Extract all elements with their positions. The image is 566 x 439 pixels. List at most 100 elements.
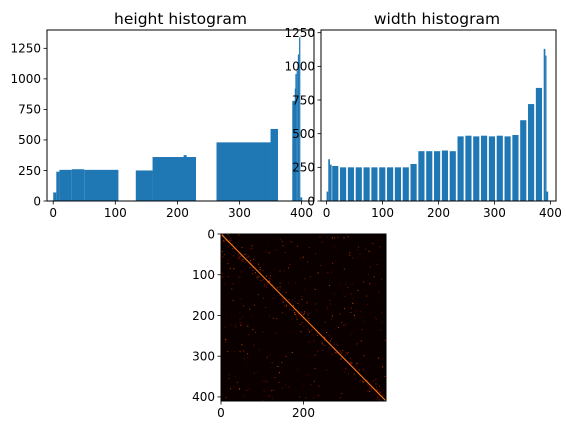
heatmap-cell	[298, 306, 300, 308]
y-tick-label: 100	[192, 268, 215, 282]
heatmap-cell	[317, 395, 319, 397]
heatmap-cell	[286, 304, 287, 306]
heatmap-cell	[245, 261, 247, 263]
heatmap-cell	[268, 252, 270, 254]
heatmap-cell	[372, 380, 374, 382]
heatmap-cell	[367, 380, 369, 382]
heatmap-cell	[311, 330, 313, 332]
heatmap-cell	[285, 305, 287, 307]
heatmap-cell	[267, 281, 269, 283]
heatmap-cell	[360, 340, 362, 342]
heatmap-cell	[253, 258, 255, 260]
heatmap-cell	[258, 349, 260, 351]
heatmap-cell	[238, 258, 239, 260]
heatmap-cell	[301, 295, 303, 297]
heatmap-cell	[330, 303, 332, 305]
heatmap-cell	[233, 386, 235, 388]
heatmap-cell	[381, 312, 383, 314]
x-tick-label: 400	[539, 206, 562, 220]
heatmap-cell	[282, 245, 284, 247]
heatmap-cell	[272, 297, 274, 299]
heatmap-cell	[233, 248, 235, 250]
heatmap-cell	[331, 237, 333, 239]
y-tick-label: 0	[207, 227, 215, 241]
x-tick-label: 100	[371, 206, 394, 220]
heatmap-cell	[244, 253, 246, 255]
heatmap-cell	[331, 338, 333, 340]
plot-frame	[46, 29, 315, 202]
heatmap-cell	[330, 340, 331, 341]
heatmap-cell	[357, 289, 359, 291]
heatmap-cell	[247, 325, 249, 327]
heatmap-cell	[341, 367, 343, 369]
histogram-bar	[295, 73, 297, 201]
heatmap-cell	[346, 369, 348, 371]
heatmap-cell	[243, 395, 245, 397]
heatmap-cell	[329, 284, 331, 286]
heatmap-cell	[341, 322, 343, 324]
y-tick-label: 0	[307, 194, 315, 208]
y-tick-label: 250	[18, 164, 41, 178]
heatmap-cell	[357, 365, 359, 366]
heatmap-cell	[380, 388, 382, 390]
heatmap-cell	[299, 317, 301, 319]
heatmap-cell	[359, 311, 361, 313]
heatmap-cell	[351, 283, 353, 285]
heatmap-cell	[232, 283, 234, 285]
heatmap-cell	[255, 272, 256, 274]
heatmap-cell	[243, 305, 245, 307]
heatmap-cell	[341, 352, 342, 354]
heatmap-cell	[294, 312, 296, 313]
heatmap-cell	[374, 393, 376, 395]
histogram-bar	[504, 136, 511, 201]
heatmap-cell	[334, 237, 336, 239]
heatmap-cell	[340, 358, 342, 360]
histogram-bar	[326, 191, 329, 201]
heatmap-cell	[317, 272, 319, 274]
histogram-bar	[300, 197, 303, 201]
histogram-bar	[59, 169, 72, 201]
heatmap-cell	[230, 324, 232, 326]
heatmap-cell	[316, 309, 318, 311]
heatmap-cell	[284, 241, 286, 243]
heatmap-cell	[263, 390, 265, 392]
heatmap-cell	[381, 358, 383, 360]
heatmap-cell	[290, 300, 292, 302]
heatmap-cell	[312, 334, 314, 336]
heatmap-cell	[252, 267, 254, 269]
heatmap-cell	[288, 299, 290, 301]
heatmap-cell	[231, 248, 233, 250]
heatmap-cell	[333, 246, 335, 248]
heatmap-cell	[332, 262, 334, 264]
heatmap-cell	[268, 278, 270, 279]
histogram-bar	[53, 192, 57, 201]
heatmap-cell	[277, 366, 279, 367]
heatmap-cell	[355, 310, 357, 312]
heatmap-cell	[239, 351, 241, 353]
heatmap-cell	[301, 298, 303, 300]
heatmap-cell	[262, 380, 264, 382]
heatmap-cell	[254, 304, 255, 306]
heatmap-cell	[349, 254, 351, 256]
heatmap-cell	[265, 275, 267, 277]
y-tick-label: 1250	[284, 26, 315, 40]
heatmap-cell	[308, 329, 309, 331]
histogram-bar	[496, 135, 503, 201]
histogram-bar	[84, 169, 119, 201]
heatmap-cell	[344, 308, 345, 310]
heatmap-cell	[291, 351, 293, 353]
heatmap-cell	[357, 249, 359, 251]
histogram-bar	[543, 48, 546, 201]
heatmap-cell	[228, 374, 230, 376]
heatmap-cell	[338, 282, 340, 284]
heatmap-cell	[221, 306, 223, 308]
heatmap-cell	[275, 332, 277, 334]
heatmap-cell	[378, 399, 380, 401]
heatmap-cell	[378, 396, 380, 398]
y-tick-label: 300	[192, 349, 215, 363]
heatmap-cell	[233, 255, 235, 257]
heatmap-cell	[240, 255, 242, 257]
heatmap-cell	[230, 388, 231, 390]
heatmap-cell	[251, 248, 253, 249]
heatmap-cell	[350, 293, 352, 295]
